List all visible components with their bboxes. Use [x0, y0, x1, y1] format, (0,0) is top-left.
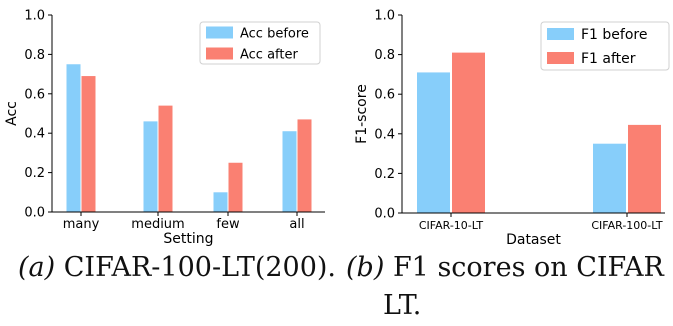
x-tick-label: medium: [131, 217, 184, 232]
bar-all-acc-before: [282, 131, 297, 212]
x-tick-label: CIFAR-100-LT: [591, 219, 663, 232]
y-tick-label: 0.8: [24, 48, 45, 63]
x-tick-label: few: [216, 217, 240, 232]
y-axis-label: F1-score: [354, 84, 370, 144]
y-tick-label: 0.8: [374, 48, 395, 63]
bar-cifar-100-lt-f1-before: [593, 143, 626, 213]
y-tick-label: 0.2: [374, 167, 395, 182]
legend-label: Acc after: [240, 48, 299, 63]
bar-few-acc-after: [228, 162, 243, 212]
y-tick-label: 0.6: [24, 87, 45, 102]
bar-all-acc-after: [297, 119, 312, 212]
y-tick-label: 1.0: [374, 9, 395, 24]
x-tick-label: CIFAR-10-LT: [419, 219, 484, 232]
y-tick-label: 1.0: [24, 9, 45, 24]
legend-swatch: [206, 47, 233, 60]
x-tick-label: many: [63, 217, 100, 232]
caption-a-text: CIFAR-100-LT(200).: [63, 252, 337, 283]
legend-swatch: [547, 28, 574, 40]
y-tick-label: 0.0: [24, 206, 45, 221]
caption-a-label: (a): [18, 252, 56, 283]
bar-cifar-10-lt-f1-after: [452, 52, 485, 214]
legend-swatch: [547, 52, 574, 64]
bar-medium-acc-before: [143, 121, 158, 212]
y-axis-label: Acc: [4, 101, 20, 126]
legend-label: F1 after: [581, 51, 636, 67]
caption-b-label: (b): [346, 252, 385, 283]
chart-b-f1-scores: 0.0 0.2 0.4 0.6 0.8 1.0 CIFAR-10-LT CIFAR-100-L…: [354, 9, 670, 248]
bar-many-acc-before: [66, 64, 81, 212]
y-tick-label: 0.4: [24, 127, 45, 142]
y-tick-label: 0.0: [374, 207, 395, 222]
chart-a-accuracy: 0.0 0.2 0.4 0.6 0.8 1.0 many medium few all Settin…: [4, 9, 325, 247]
legend-swatch: [206, 26, 233, 39]
caption-a: (a) CIFAR-100-LT(200).: [18, 252, 336, 283]
caption-b-line2: LT.: [383, 290, 422, 321]
caption-b-text: F1 scores on CIFAR: [392, 252, 664, 283]
y-tick-label: 0.6: [374, 88, 395, 103]
bar-cifar-100-lt-f1-after: [628, 124, 661, 213]
y-tick-label: 0.4: [374, 127, 395, 142]
y-tick-label: 0.2: [24, 166, 45, 181]
bar-few-acc-before: [213, 192, 228, 212]
x-axis-label: Setting: [163, 231, 213, 247]
legend-label: F1 before: [581, 27, 647, 43]
caption-b: (b) F1 scores on CIFAR: [346, 252, 664, 283]
x-tick-label: all: [289, 217, 304, 232]
bar-cifar-10-lt-f1-before: [417, 72, 450, 213]
bar-medium-acc-after: [158, 105, 173, 212]
bar-many-acc-after: [81, 76, 96, 212]
x-axis-label: Dataset: [506, 232, 561, 248]
legend-label: Acc before: [240, 27, 309, 42]
